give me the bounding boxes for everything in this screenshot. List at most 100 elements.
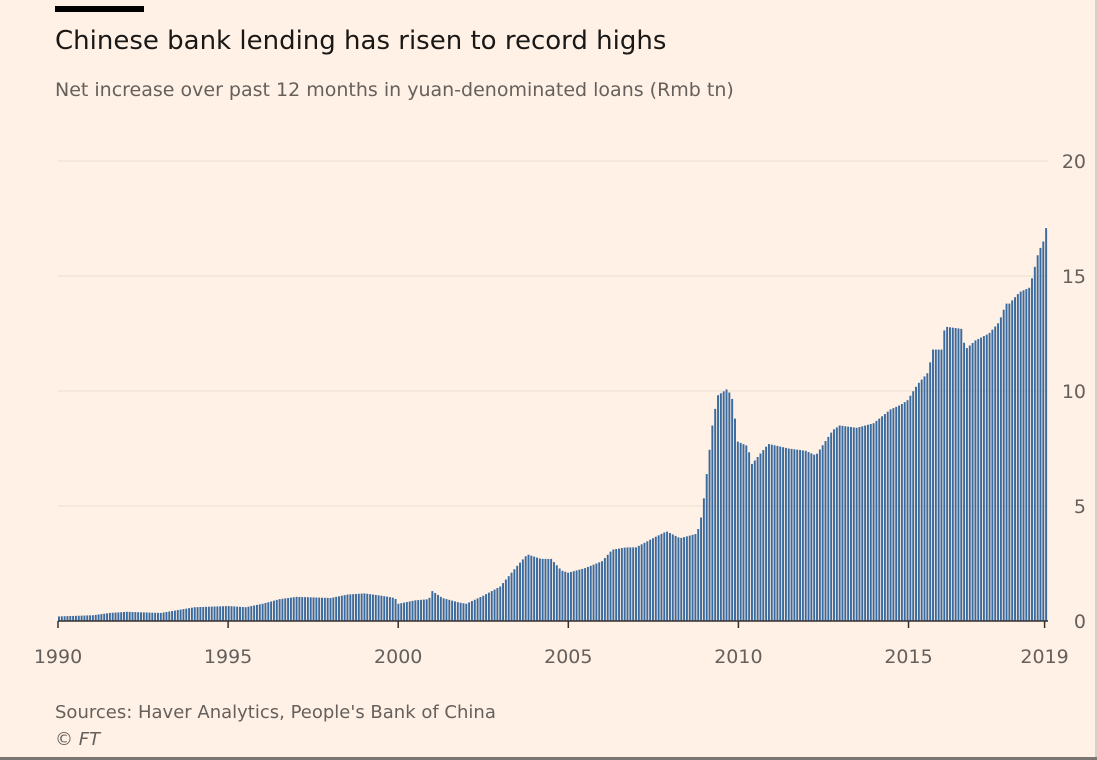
bar: [753, 460, 756, 621]
bar: [272, 600, 275, 621]
bar: [454, 601, 456, 621]
bar: [855, 427, 858, 621]
bar: [527, 554, 530, 621]
bar: [977, 338, 980, 621]
bar: [338, 596, 340, 621]
bar: [496, 588, 499, 621]
bar: [157, 612, 159, 621]
bar: [697, 529, 700, 621]
bar: [813, 454, 816, 621]
bar: [224, 606, 227, 621]
bar: [725, 389, 728, 621]
bar: [838, 425, 841, 621]
bar: [997, 323, 1000, 621]
bar: [827, 436, 830, 621]
bar: [835, 427, 838, 621]
bar: [1045, 228, 1048, 621]
bar: [377, 595, 380, 621]
bar: [991, 329, 994, 621]
bar: [301, 597, 304, 621]
bar: [468, 602, 471, 621]
bar: [920, 379, 923, 621]
bar: [1025, 289, 1028, 621]
bar: [58, 616, 60, 621]
bar: [510, 572, 513, 621]
bar: [210, 606, 213, 622]
bar: [875, 420, 878, 621]
bar: [388, 597, 391, 621]
bar: [400, 603, 403, 621]
bar: [688, 535, 691, 621]
bar: [719, 393, 722, 621]
x-tick-label-2010: 2010: [714, 646, 762, 668]
bar: [660, 533, 663, 621]
bar: [476, 598, 479, 621]
bar: [668, 533, 671, 621]
bar: [318, 597, 321, 621]
bar: [230, 606, 233, 621]
bar: [100, 614, 103, 621]
bar: [108, 612, 111, 621]
brand-bar: [55, 6, 144, 12]
bar: [292, 597, 295, 621]
bar: [646, 541, 649, 621]
bar: [558, 568, 561, 621]
bar: [391, 597, 394, 621]
bar: [216, 606, 219, 621]
bar: [289, 597, 292, 621]
bar: [999, 317, 1002, 621]
bar: [903, 402, 906, 621]
bar: [142, 612, 145, 622]
bar: [657, 535, 660, 621]
bar: [504, 579, 507, 621]
bar: [864, 425, 867, 621]
bar: [323, 597, 326, 621]
bar: [193, 607, 196, 621]
y-tick-label-0: 0: [1074, 611, 1086, 633]
bar: [589, 565, 592, 621]
bar: [60, 616, 63, 621]
bar: [69, 616, 72, 621]
bar: [281, 598, 284, 621]
bar: [499, 586, 502, 621]
bar: [287, 598, 290, 621]
bar: [1005, 303, 1008, 621]
bar: [94, 614, 97, 621]
bar: [994, 326, 997, 621]
bar: [295, 596, 298, 621]
bar: [586, 566, 589, 621]
bar: [866, 424, 869, 621]
bar: [451, 600, 454, 621]
bar: [134, 612, 137, 621]
bar: [1014, 297, 1016, 621]
bar: [329, 598, 332, 621]
bar: [547, 558, 550, 621]
bar: [779, 446, 782, 621]
bar: [321, 597, 323, 621]
bar: [714, 408, 717, 621]
bar: [541, 558, 544, 621]
bar: [745, 445, 748, 621]
bar: [264, 602, 267, 621]
bar: [77, 615, 80, 621]
bar: [270, 601, 273, 621]
bar: [799, 450, 802, 621]
bar: [213, 606, 216, 621]
bar: [1011, 300, 1014, 621]
bar: [519, 562, 521, 621]
bar: [188, 608, 191, 621]
bar: [739, 442, 742, 621]
bar: [612, 549, 615, 621]
bar: [553, 562, 555, 621]
bar: [960, 328, 963, 621]
bar: [912, 391, 915, 621]
bar: [298, 596, 301, 621]
x-tick-label-1995: 1995: [204, 646, 252, 668]
bar: [700, 517, 703, 621]
bar: [807, 452, 810, 621]
bar: [176, 610, 179, 621]
bar: [80, 615, 83, 621]
bar: [165, 611, 168, 621]
bar: [397, 603, 400, 621]
bar: [603, 558, 606, 621]
